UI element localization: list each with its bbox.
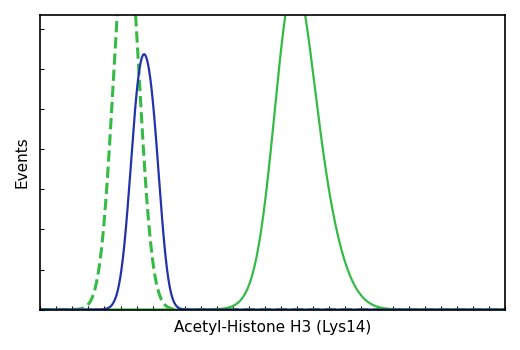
X-axis label: Acetyl-Histone H3 (Lys14): Acetyl-Histone H3 (Lys14) [174, 320, 371, 335]
Y-axis label: Events: Events [15, 136, 30, 188]
